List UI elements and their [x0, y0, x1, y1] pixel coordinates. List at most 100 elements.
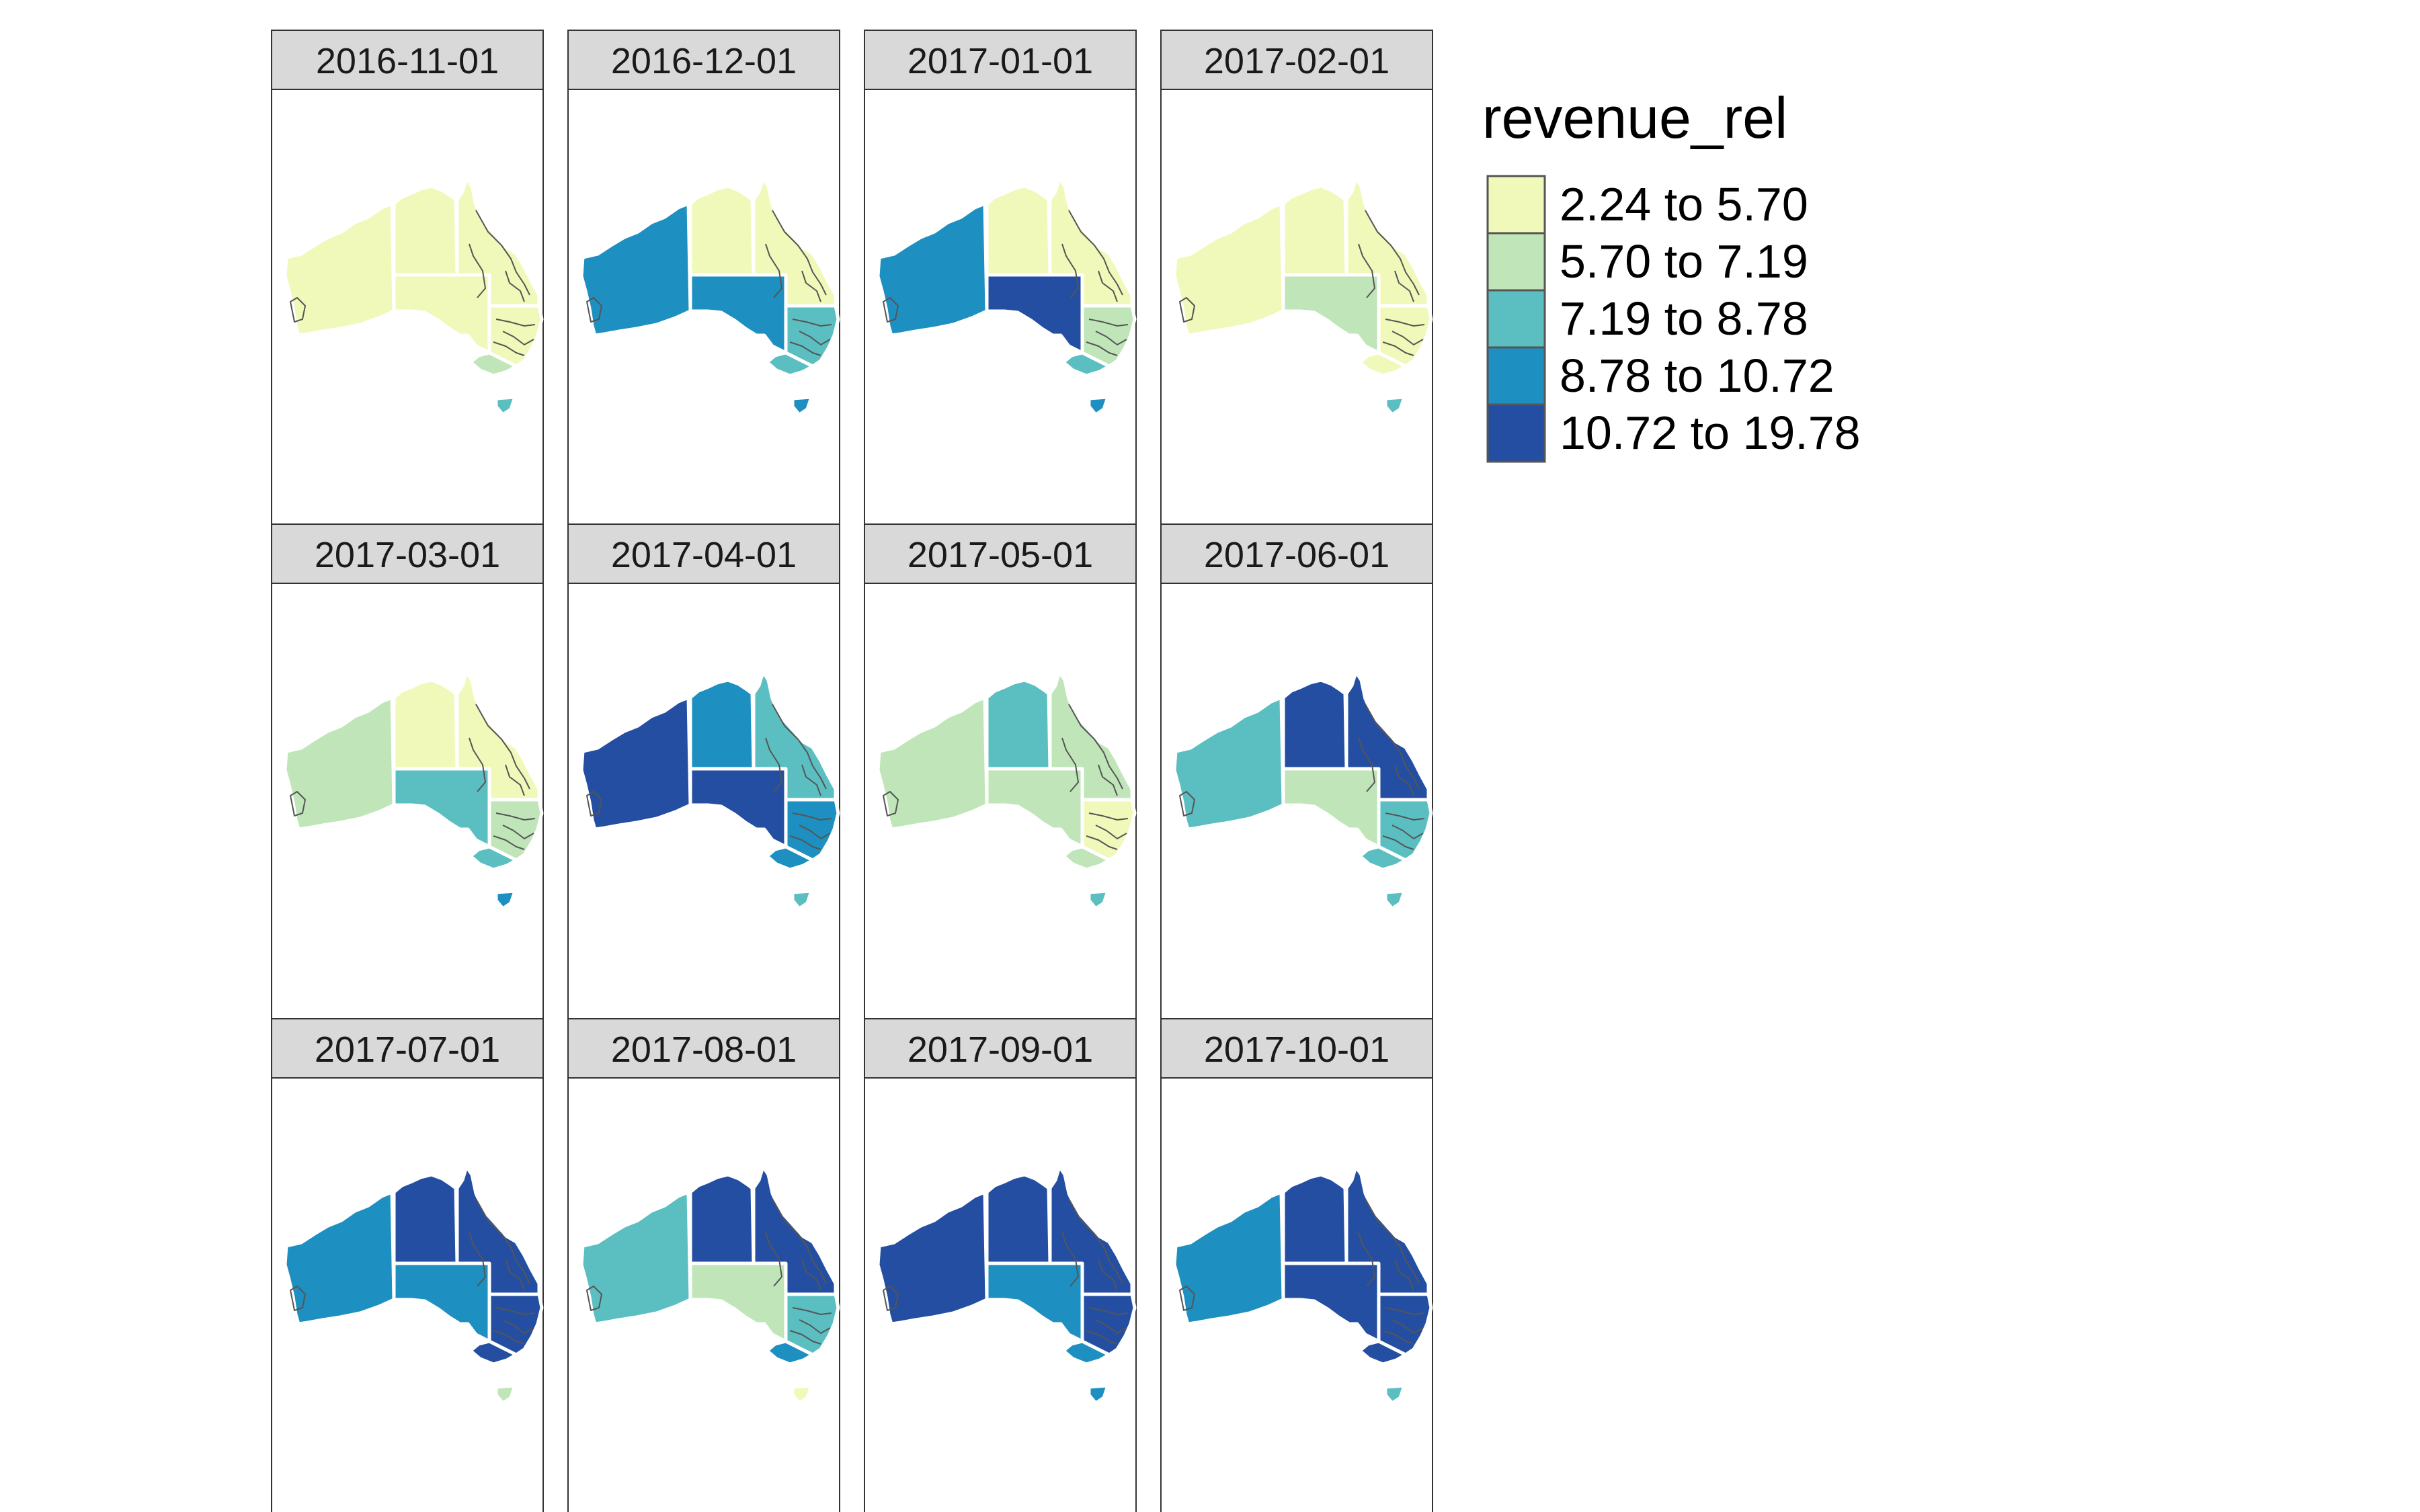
district-boundary	[801, 270, 821, 302]
district-boundary	[1098, 764, 1118, 796]
australia-map	[579, 670, 840, 911]
region-wa	[283, 1190, 396, 1326]
region-tas	[1087, 889, 1110, 911]
district-boundary	[1365, 210, 1420, 296]
district-boundary	[1394, 1259, 1414, 1291]
district-boundary	[1088, 1307, 1129, 1315]
region-tas	[494, 395, 517, 417]
district-boundary	[495, 1307, 536, 1315]
legend-swatch	[1486, 346, 1546, 406]
region-wa	[876, 202, 989, 337]
facet-panel: 2017-09-01	[864, 1018, 1137, 1512]
district-boundary	[475, 704, 530, 790]
district-boundary	[1365, 704, 1420, 790]
region-nt	[392, 1173, 459, 1265]
facet-panel: 2016-12-01	[567, 30, 840, 560]
region-nt	[1281, 678, 1348, 771]
district-boundary	[1179, 791, 1195, 816]
district-boundary	[1392, 1319, 1424, 1334]
legend-swatch	[1486, 403, 1546, 463]
district-boundary	[475, 1198, 530, 1284]
district-boundary	[1098, 270, 1118, 302]
facet-date-label: 2017-09-01	[908, 1030, 1093, 1070]
facet-date-label: 2017-01-01	[908, 41, 1093, 81]
district-boundary	[290, 791, 306, 816]
district-boundary	[469, 737, 486, 792]
australia-map	[579, 1165, 840, 1405]
district-boundary	[772, 704, 827, 790]
district-boundary	[1358, 1232, 1375, 1287]
district-boundary	[1394, 270, 1414, 302]
facet-strip	[567, 30, 840, 90]
legend-swatch	[1486, 175, 1546, 235]
facet-date-label: 2016-12-01	[611, 41, 797, 81]
facet-date-label: 2017-05-01	[908, 535, 1093, 575]
australia-map	[283, 670, 544, 911]
district-boundary	[505, 1259, 525, 1291]
region-vic	[1061, 351, 1111, 378]
region-nt	[392, 678, 459, 771]
region-wa	[579, 696, 692, 831]
facet-panel: 2017-03-01	[271, 523, 544, 1054]
region-vic	[1061, 845, 1111, 872]
facet-strip	[1160, 30, 1433, 90]
district-boundary	[1365, 1198, 1420, 1284]
district-boundary	[290, 297, 306, 323]
district-boundary	[493, 835, 525, 850]
district-boundary	[475, 210, 530, 296]
district-boundary	[1061, 1232, 1079, 1287]
australia-map	[876, 670, 1137, 911]
facet-strip	[271, 30, 544, 90]
legend-swatch	[1486, 232, 1546, 292]
region-vic	[765, 1339, 815, 1366]
district-boundary	[799, 331, 831, 345]
district-boundary	[502, 825, 534, 839]
facet-strip	[864, 523, 1137, 584]
facet-panel: 2017-08-01	[567, 1018, 840, 1512]
australia-map	[283, 176, 544, 417]
district-boundary	[1382, 835, 1414, 850]
legend-label: 10.72 to 19.78	[1560, 407, 1861, 459]
legend-items: 2.24 to 5.705.70 to 7.197.19 to 8.788.78…	[1486, 175, 1861, 463]
district-boundary	[495, 812, 536, 821]
district-boundary	[493, 341, 525, 356]
region-tas	[1383, 395, 1406, 417]
region-wa	[579, 1190, 692, 1326]
district-boundary	[789, 1330, 821, 1345]
facet-strip	[1160, 523, 1433, 584]
region-wa	[283, 202, 396, 337]
district-boundary	[1095, 825, 1127, 839]
region-tas	[494, 1384, 517, 1405]
region-nt	[688, 1173, 756, 1265]
district-boundary	[883, 1286, 899, 1311]
district-boundary	[801, 1259, 821, 1291]
district-boundary	[772, 210, 827, 296]
region-nt	[985, 678, 1052, 771]
facet-strip	[271, 523, 544, 584]
region-tas	[1087, 395, 1110, 417]
facet-strip	[567, 1018, 840, 1079]
region-tas	[1383, 1384, 1406, 1405]
district-boundary	[495, 319, 536, 327]
district-boundary	[799, 1319, 831, 1334]
region-wa	[1172, 202, 1285, 337]
district-boundary	[1392, 825, 1424, 839]
australia-map	[1172, 1165, 1433, 1405]
district-boundary	[505, 764, 525, 796]
legend-swatch	[1486, 289, 1546, 349]
legend-label: 8.78 to 10.72	[1560, 349, 1834, 402]
australia-map	[876, 176, 1137, 417]
facet-panel: 2017-05-01	[864, 523, 1137, 1054]
facet-date-label: 2017-07-01	[315, 1030, 500, 1070]
district-boundary	[586, 791, 602, 816]
region-nt	[1281, 184, 1348, 277]
facet-date-label: 2017-04-01	[611, 535, 797, 575]
region-vic	[1358, 845, 1408, 872]
district-boundary	[1068, 210, 1123, 296]
region-tas	[494, 889, 517, 911]
district-boundary	[1088, 319, 1129, 327]
facet-date-label: 2017-08-01	[611, 1030, 797, 1070]
facet-panel: 2017-06-01	[1160, 523, 1433, 1054]
region-vic	[1358, 1339, 1408, 1366]
